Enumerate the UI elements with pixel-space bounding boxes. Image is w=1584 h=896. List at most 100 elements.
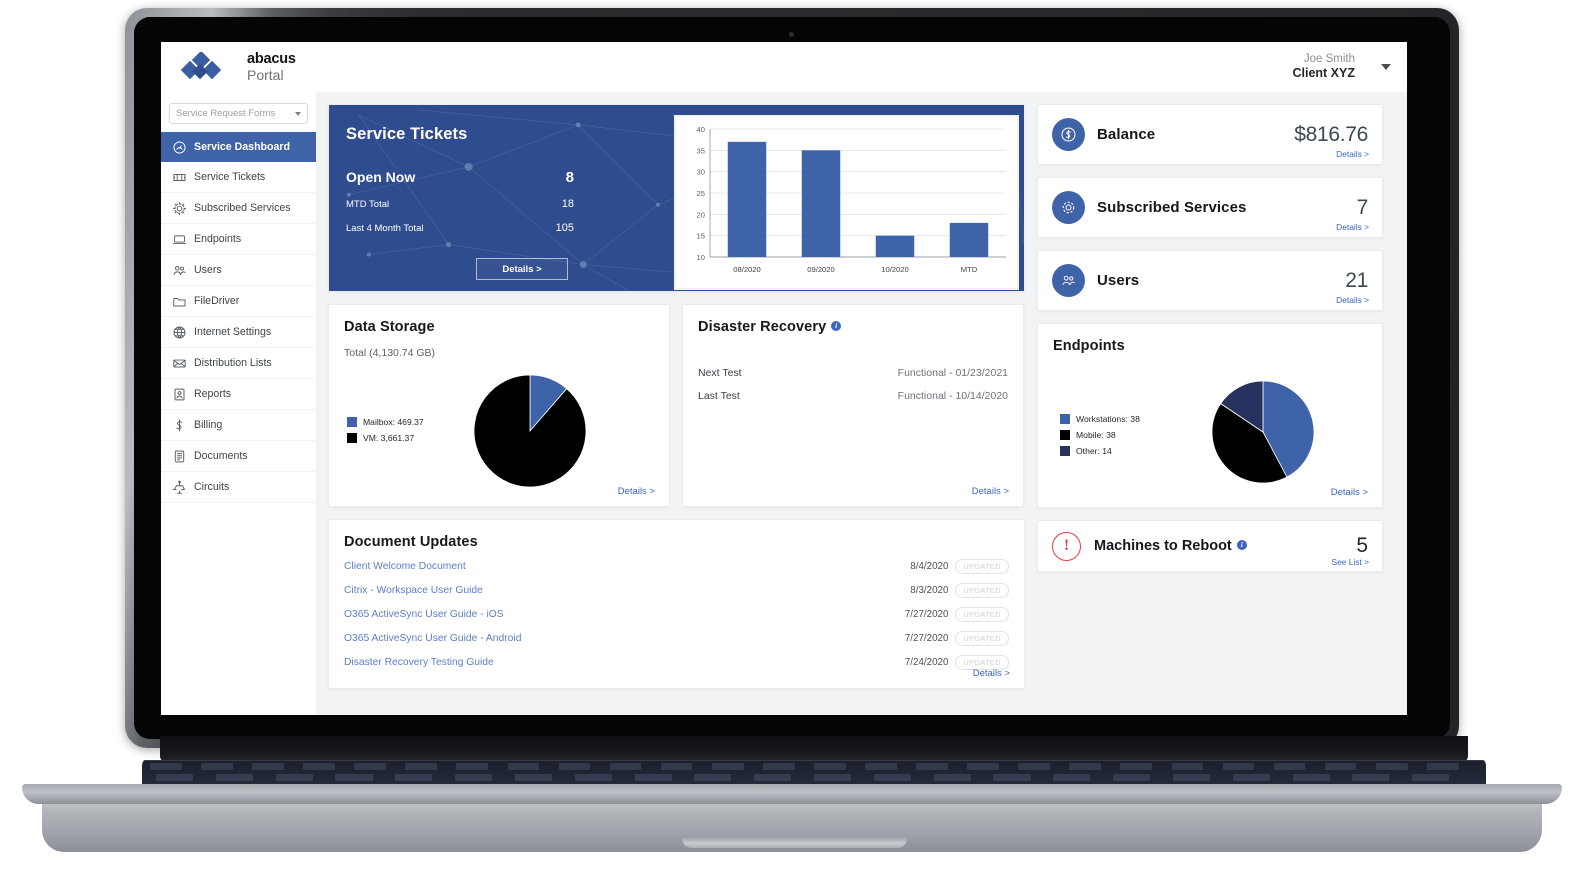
sidebar-item-subscribed-services[interactable]: Subscribed Services	[161, 193, 316, 224]
svg-text:10/2020: 10/2020	[881, 265, 908, 274]
document-row: O365 ActiveSync User Guide - iOS 7/27/202…	[344, 607, 1009, 622]
folder-icon	[172, 294, 187, 309]
webcam-icon	[789, 32, 794, 37]
document-meta: 8/4/2020 UPDATED	[910, 559, 1009, 574]
endpoints-card: Endpoints Workstations: 38 Mobile: 38 Othe…	[1037, 323, 1383, 508]
stat-details-link[interactable]: Details >	[1336, 222, 1369, 232]
sidebar-item-label: Endpoints	[194, 233, 242, 245]
dr-row-value: Functional - 10/14/2020	[897, 390, 1008, 402]
status-badge: UPDATED	[955, 655, 1009, 670]
laptop-front-lip	[22, 784, 1562, 804]
svg-text:35: 35	[697, 146, 705, 155]
info-icon[interactable]: i	[831, 321, 842, 331]
envelope-icon	[172, 356, 187, 371]
storage-dr-row: Data Storage Total (4,130.74 GB) Mailbox…	[328, 304, 1025, 507]
sidebar-item-label: Service Tickets	[194, 171, 266, 183]
data-storage-card: Data Storage Total (4,130.74 GB) Mailbox…	[328, 304, 670, 507]
service-request-forms-select[interactable]: Service Request Forms	[169, 103, 308, 124]
last-4-month-label: Last 4 Month Total	[346, 223, 424, 234]
data-storage-total: Total (4,130.74 GB)	[344, 347, 436, 359]
status-badge: UPDATED	[955, 631, 1009, 646]
document-link[interactable]: O365 ActiveSync User Guide - Android	[344, 633, 522, 644]
main-content: Service Tickets Open Now 8 MTD Total 18 …	[316, 92, 1407, 715]
legend-item: Workstations: 38	[1060, 414, 1140, 424]
disaster-recovery-title: Disaster Recovery i	[698, 319, 1008, 335]
sidebar-item-reports[interactable]: Reports	[161, 379, 316, 410]
dr-row-value: Functional - 01/23/2021	[897, 367, 1008, 379]
keyboard-row	[142, 773, 1486, 782]
stat-details-link[interactable]: Details >	[1336, 295, 1369, 305]
document-row: Citrix - Workspace User Guide 8/3/2020 UPD…	[344, 583, 1009, 598]
user-menu[interactable]: Joe Smith Client XYZ	[1292, 52, 1391, 82]
brand-logo[interactable]: abacus Portal	[180, 50, 296, 82]
keyboard-row	[142, 762, 1486, 771]
status-badge: UPDATED	[955, 583, 1009, 598]
document-updates-details-link[interactable]: Details >	[972, 668, 1010, 679]
status-badge: UPDATED	[955, 607, 1009, 622]
document-row: O365 ActiveSync User Guide - Android 7/27…	[344, 631, 1009, 646]
endpoints-details-link[interactable]: Details >	[1330, 487, 1368, 498]
mtd-total-value: 18	[561, 198, 574, 210]
user-identity: Joe Smith Client XYZ	[1292, 52, 1355, 82]
gear-icon	[172, 201, 187, 216]
document-icon	[172, 449, 187, 464]
tickets-summary: Service Tickets Open Now 8 MTD Total 18 …	[329, 105, 674, 291]
data-storage-details-link[interactable]: Details >	[617, 486, 655, 497]
sidebar-item-service-tickets[interactable]: Service Tickets	[161, 162, 316, 193]
stat-label: Balance	[1097, 126, 1156, 143]
sidebar-item-endpoints[interactable]: Endpoints	[161, 224, 316, 255]
tickets-details-button[interactable]: Details >	[476, 258, 568, 280]
stat-details-link[interactable]: Details >	[1336, 149, 1369, 159]
document-link[interactable]: Client Welcome Document	[344, 561, 466, 572]
chevron-down-icon[interactable]	[1381, 64, 1391, 70]
status-badge: UPDATED	[955, 559, 1009, 574]
disaster-recovery-details-link[interactable]: Details >	[971, 486, 1009, 497]
sidebar-item-service-dashboard[interactable]: Service Dashboard	[161, 132, 330, 162]
sidebar-nav: Service Dashboard Service Tickets Subscrib…	[161, 132, 330, 503]
machines-to-reboot-label: Machines to Reboot i	[1094, 538, 1247, 554]
mtd-total-row: MTD Total 18	[346, 198, 574, 210]
sidebar-item-users[interactable]: Users	[161, 255, 316, 286]
document-row: Disaster Recovery Testing Guide 7/24/2020…	[344, 655, 1009, 670]
sidebar-item-billing[interactable]: Billing	[161, 410, 316, 441]
sidebar-item-label: Service Dashboard	[194, 141, 290, 153]
document-meta: 8/3/2020 UPDATED	[910, 583, 1009, 598]
sidebar-item-distribution-lists[interactable]: Distribution Lists	[161, 348, 316, 379]
see-list-link[interactable]: See List >	[1331, 557, 1369, 567]
report-icon	[172, 387, 187, 402]
legend-label: VM: 3,661.37	[363, 433, 415, 443]
right-column: Balance $816.76 Details > Subscribed Servic…	[1037, 104, 1383, 715]
legend-item: Mobile: 38	[1060, 430, 1140, 440]
sidebar-item-circuits[interactable]: Circuits	[161, 472, 316, 503]
sidebar-item-label: FileDriver	[194, 295, 240, 307]
laptop-hinge	[160, 736, 1468, 762]
document-link[interactable]: Disaster Recovery Testing Guide	[344, 657, 494, 668]
document-meta: 7/27/2020 UPDATED	[905, 607, 1009, 622]
exclamation-circle-icon: !	[1052, 531, 1081, 561]
stat-value: $816.76	[1294, 122, 1368, 146]
dr-title-text: Disaster Recovery	[698, 319, 827, 335]
last-4-month-value: 105	[555, 222, 574, 234]
brand-text: abacus Portal	[247, 52, 296, 82]
stat-card-balance: Balance $816.76 Details >	[1037, 104, 1383, 165]
legend-swatch	[347, 433, 357, 443]
stat-value: 7	[1356, 195, 1369, 219]
document-meta: 7/27/2020 UPDATED	[905, 631, 1009, 646]
sidebar-item-internet-settings[interactable]: Internet Settings	[161, 317, 316, 348]
sidebar-item-documents[interactable]: Documents	[161, 441, 316, 472]
document-link[interactable]: Citrix - Workspace User Guide	[344, 585, 483, 596]
reboot-label-text: Machines to Reboot	[1094, 538, 1232, 554]
sidebar-item-label: Subscribed Services	[194, 202, 291, 214]
sidebar-item-label: Internet Settings	[194, 326, 272, 338]
endpoints-title: Endpoints	[1053, 338, 1125, 354]
document-link[interactable]: O365 ActiveSync User Guide - iOS	[344, 609, 504, 620]
disaster-recovery-row: Last Test Functional - 10/14/2020	[698, 390, 1008, 402]
abacus-diamonds-logo-icon	[180, 50, 238, 82]
sidebar-item-filedriver[interactable]: FileDriver	[161, 286, 316, 317]
data-storage-title: Data Storage	[344, 319, 435, 335]
info-icon[interactable]: i	[1236, 540, 1247, 550]
laptop-base	[22, 736, 1562, 896]
svg-text:40: 40	[697, 125, 705, 134]
top-bar: abacus Portal Joe Smith Client XYZ	[161, 42, 1407, 93]
